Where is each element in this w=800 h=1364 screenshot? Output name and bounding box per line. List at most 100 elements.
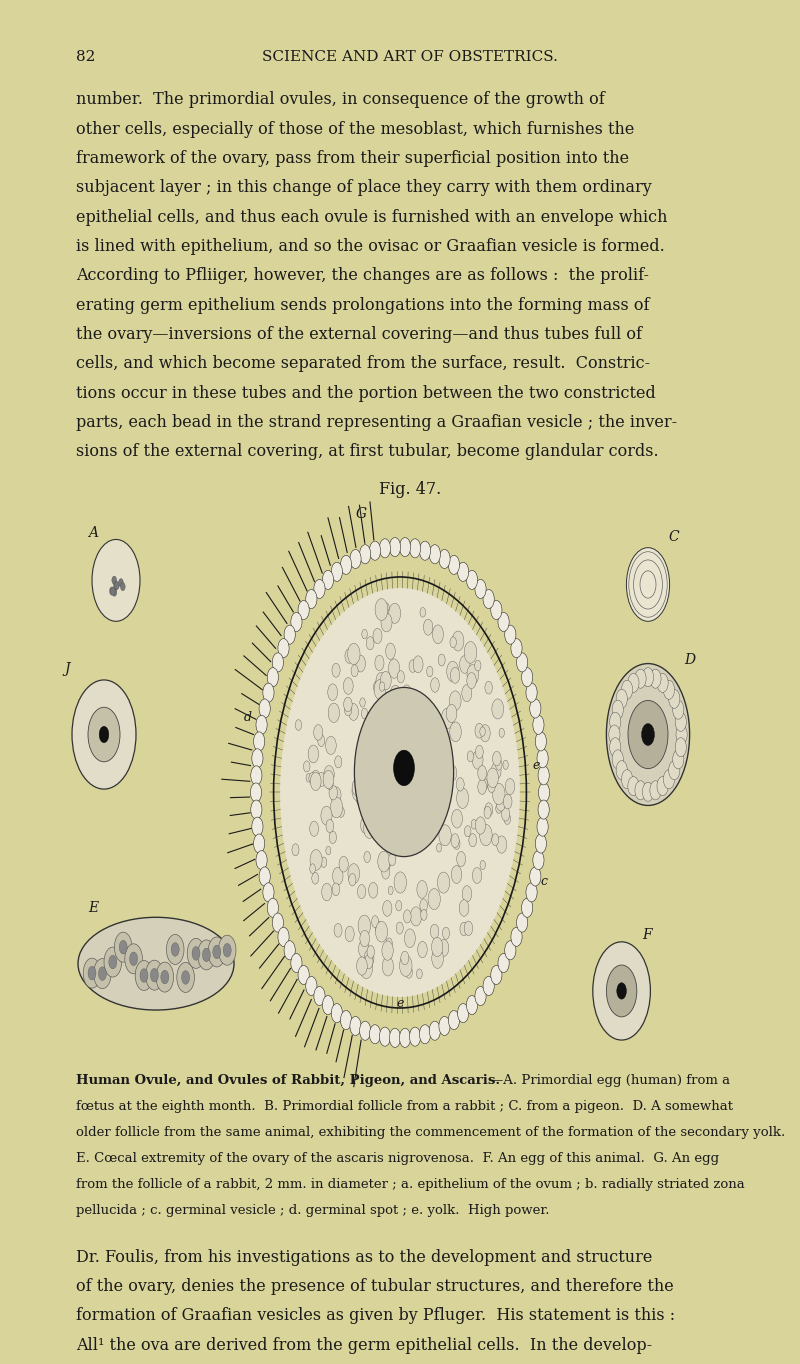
Text: number.  The primordial ovules, in consequence of the growth of: number. The primordial ovules, in conseq… — [76, 91, 605, 108]
Circle shape — [511, 638, 522, 657]
Circle shape — [284, 625, 295, 644]
Circle shape — [341, 1011, 352, 1030]
Ellipse shape — [78, 917, 234, 1009]
Circle shape — [522, 899, 533, 918]
Circle shape — [464, 641, 477, 663]
Circle shape — [322, 884, 332, 900]
Circle shape — [378, 851, 390, 872]
Circle shape — [421, 910, 427, 921]
Text: —A. Primordial egg (human) from a: —A. Primordial egg (human) from a — [490, 1075, 730, 1087]
Circle shape — [242, 522, 558, 1063]
Circle shape — [399, 955, 412, 977]
Circle shape — [98, 967, 106, 981]
Circle shape — [110, 587, 115, 595]
Circle shape — [332, 663, 340, 678]
Circle shape — [417, 968, 422, 979]
Circle shape — [334, 756, 342, 768]
Circle shape — [382, 956, 394, 977]
Text: 82: 82 — [76, 50, 95, 64]
Circle shape — [616, 761, 627, 780]
Circle shape — [538, 765, 550, 784]
Circle shape — [370, 1024, 381, 1043]
Circle shape — [538, 783, 550, 802]
Text: tions occur in these tubes and the portion between the two constricted: tions occur in these tubes and the porti… — [76, 385, 656, 401]
Text: SCIENCE AND ART OF OBSTETRICS.: SCIENCE AND ART OF OBSTETRICS. — [262, 50, 558, 64]
Circle shape — [331, 562, 342, 581]
Circle shape — [533, 851, 544, 870]
Circle shape — [114, 581, 119, 589]
Circle shape — [415, 709, 420, 717]
Circle shape — [467, 750, 474, 761]
Circle shape — [669, 689, 680, 708]
Circle shape — [295, 720, 302, 730]
Circle shape — [526, 683, 537, 702]
Circle shape — [252, 817, 263, 836]
Circle shape — [446, 712, 451, 722]
Circle shape — [628, 674, 639, 693]
Circle shape — [364, 851, 370, 862]
Circle shape — [379, 1027, 390, 1046]
Circle shape — [110, 587, 114, 595]
Circle shape — [328, 683, 338, 701]
Circle shape — [114, 581, 118, 589]
Text: fœtus at the eighth month.  B. Primordial follicle from a rabbit ; C. from a pig: fœtus at the eighth month. B. Primordial… — [76, 1099, 733, 1113]
Circle shape — [250, 783, 262, 802]
Circle shape — [343, 678, 353, 694]
Circle shape — [537, 749, 548, 768]
Circle shape — [676, 724, 687, 743]
Circle shape — [628, 776, 639, 795]
Circle shape — [321, 857, 326, 868]
Circle shape — [384, 858, 390, 870]
Circle shape — [485, 803, 493, 817]
Text: E: E — [88, 900, 98, 915]
Circle shape — [673, 700, 684, 719]
Circle shape — [502, 807, 510, 821]
Circle shape — [263, 683, 274, 702]
Circle shape — [373, 629, 382, 644]
Circle shape — [389, 603, 401, 623]
Circle shape — [314, 986, 325, 1005]
Circle shape — [370, 542, 381, 561]
Circle shape — [341, 555, 352, 574]
Circle shape — [349, 873, 356, 887]
Circle shape — [419, 1024, 430, 1043]
Circle shape — [503, 760, 508, 769]
Circle shape — [252, 749, 263, 768]
Circle shape — [218, 936, 236, 966]
Circle shape — [533, 715, 544, 734]
Circle shape — [348, 863, 360, 884]
Circle shape — [356, 792, 364, 806]
Circle shape — [272, 913, 283, 932]
Circle shape — [390, 1028, 401, 1048]
Circle shape — [459, 900, 469, 917]
Circle shape — [609, 724, 620, 743]
Circle shape — [606, 964, 637, 1016]
Circle shape — [92, 539, 140, 621]
Circle shape — [171, 943, 179, 956]
Circle shape — [650, 670, 661, 689]
Circle shape — [306, 589, 317, 608]
Circle shape — [394, 750, 414, 786]
Circle shape — [490, 966, 502, 985]
Circle shape — [365, 955, 373, 968]
Circle shape — [386, 642, 395, 659]
Circle shape — [83, 958, 101, 988]
Circle shape — [399, 537, 410, 557]
Circle shape — [457, 788, 469, 809]
Circle shape — [345, 926, 354, 941]
Circle shape — [331, 1004, 342, 1023]
Circle shape — [439, 1016, 450, 1035]
Text: pellucida ; c. germinal vesicle ; d. germinal spot ; e. yolk.  High power.: pellucida ; c. germinal vesicle ; d. ger… — [76, 1203, 550, 1217]
Circle shape — [663, 681, 674, 700]
Circle shape — [475, 817, 486, 835]
Circle shape — [323, 771, 334, 788]
Circle shape — [626, 547, 670, 621]
Circle shape — [446, 704, 457, 723]
Circle shape — [617, 982, 626, 998]
Circle shape — [612, 700, 623, 719]
Circle shape — [442, 773, 450, 788]
Circle shape — [383, 603, 389, 612]
Circle shape — [480, 724, 490, 742]
Circle shape — [454, 839, 460, 850]
Circle shape — [208, 937, 226, 967]
